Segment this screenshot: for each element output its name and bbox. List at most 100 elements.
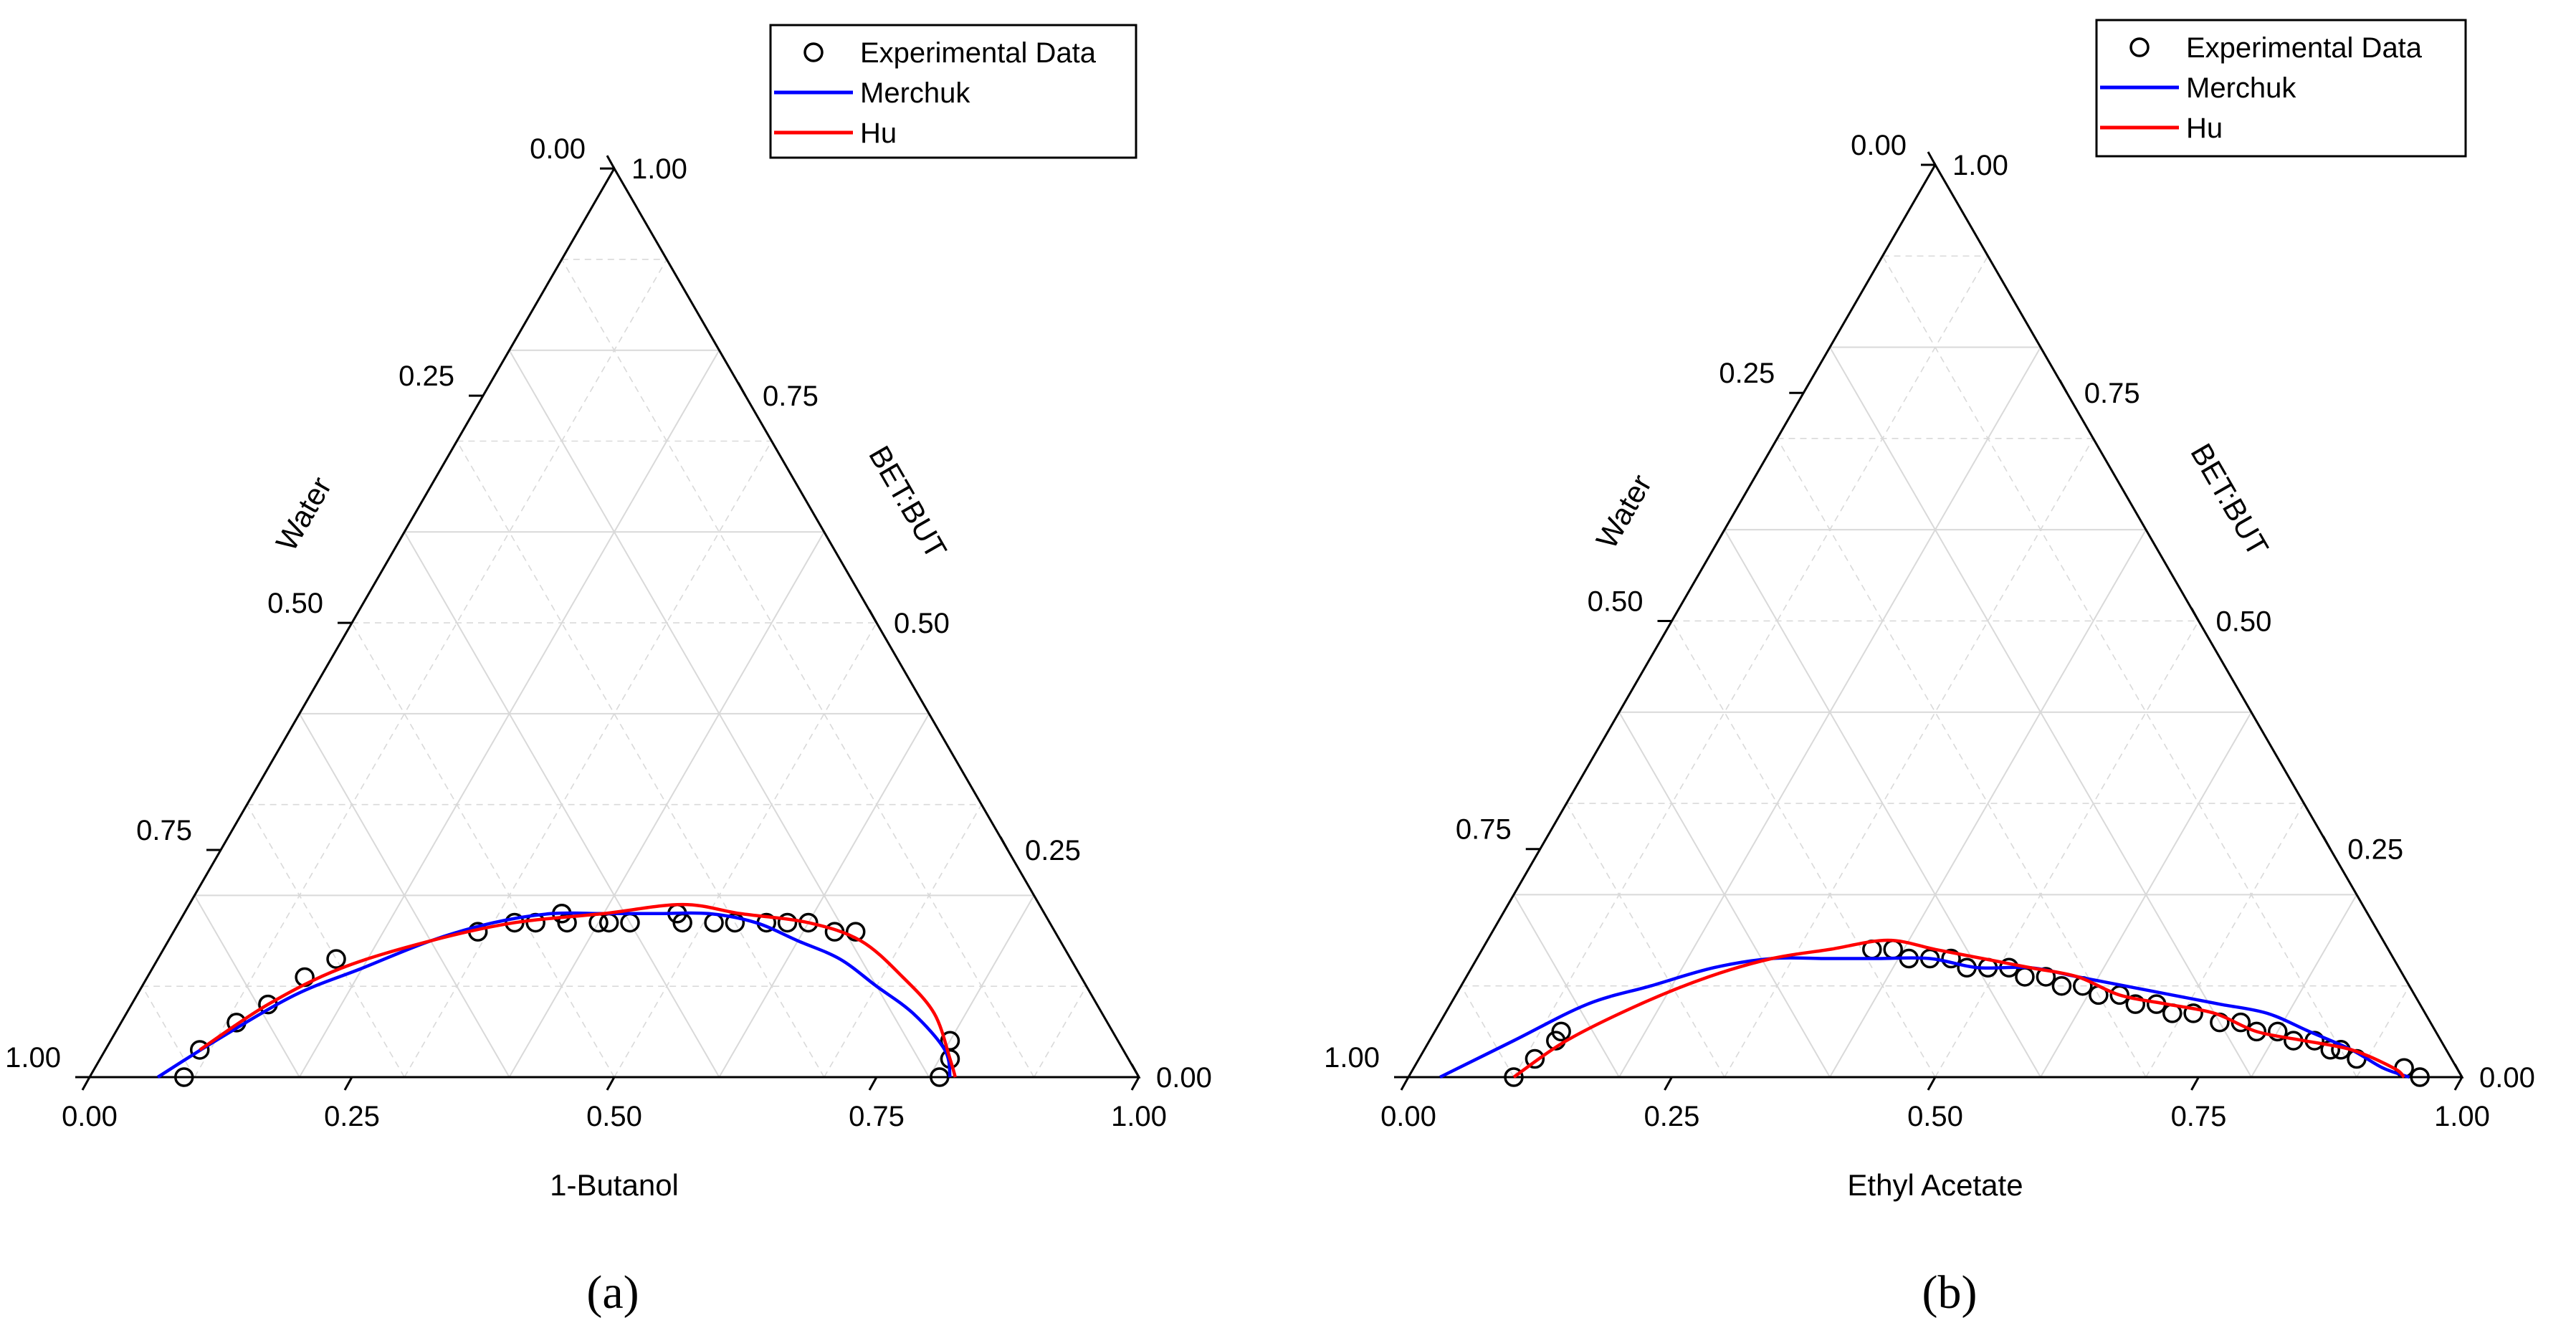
data-point (845, 922, 866, 942)
grid-line (1881, 255, 2357, 1078)
right-tick-label: 0.75 (2084, 378, 2140, 409)
data-point (1883, 940, 1903, 960)
bottom-tick-label: 0.00 (1380, 1101, 1436, 1132)
right-tick-mark (868, 609, 878, 623)
series-hu (1512, 938, 2405, 1079)
legend-circle-swatch (803, 42, 824, 62)
data-point (174, 1067, 194, 1087)
panel-label: (a) (586, 1266, 639, 1319)
grid-line (1776, 438, 2147, 1078)
data-point (2125, 994, 2146, 1014)
grid-line (404, 531, 720, 1078)
bottom-tick-label: 0.50 (586, 1101, 642, 1132)
left-axis-title: Water (1590, 469, 1659, 554)
right-tick-mark (2190, 607, 2200, 622)
left-tick-label: 1.00 (1324, 1042, 1380, 1074)
grid-line (1935, 621, 2200, 1078)
right-tick-mark (2322, 836, 2332, 850)
grid (141, 259, 1087, 1078)
legend-circle-swatch (2129, 37, 2150, 57)
triangle-frame (1406, 162, 2464, 1079)
data-point (930, 1067, 950, 1087)
bottom-tick-label: 0.75 (2171, 1101, 2227, 1132)
legend-label: Hu (2186, 113, 2223, 144)
data-point (704, 912, 724, 933)
bottom-tick-mark (81, 1076, 91, 1091)
grid-line (141, 985, 196, 1078)
bottom-tick-mark (343, 1076, 353, 1091)
legend-label: Merchuk (2186, 72, 2296, 104)
data-point (798, 912, 819, 933)
right-tick-label: 0.75 (763, 381, 819, 412)
left-tick-label: 0.50 (267, 588, 323, 619)
ticks: 0.00 0.00 0.00 0.25 0.25 0.25 0.50 0.50 0.50 0.75… (5, 133, 1212, 1132)
data-point (2268, 1021, 2288, 1042)
grid-line (246, 804, 405, 1078)
series-merchuk (156, 911, 952, 1079)
grid-line (456, 441, 825, 1078)
bottom-tick-mark (1927, 1076, 1937, 1091)
bottom-tick-label: 0.25 (324, 1101, 380, 1132)
data-point (2036, 967, 2056, 987)
left-tick-label: 0.25 (399, 360, 454, 392)
grid-line (508, 350, 930, 1078)
right-axis-title: BET:BUT (2184, 438, 2275, 562)
ternary-panel-a: 0.00 0.00 0.00 0.25 0.25 0.25 0.50 0.50 0.50 0.75… (5, 24, 1212, 1319)
grid-line (1671, 621, 1936, 1078)
grid-line (561, 259, 1035, 1078)
grid-line (1724, 529, 2041, 1078)
bottom-axis-title: Ethyl Acetate (1847, 1168, 2023, 1202)
bottom-tick-mark (2453, 1076, 2463, 1091)
series-merchuk (1439, 956, 2410, 1079)
right-tick-label: 1.00 (631, 153, 687, 185)
grid-line (1724, 438, 2094, 1078)
data-point (777, 912, 798, 933)
bottom-tick-mark (1664, 1076, 1673, 1091)
right-tick-mark (1927, 151, 1937, 166)
grid-line (1618, 712, 1831, 1078)
bottom-axis-title: 1-Butanol (550, 1168, 679, 1202)
right-tick-label: 1.00 (1952, 150, 2008, 181)
data-point (2183, 1003, 2203, 1023)
right-tick-label: 0.00 (1156, 1062, 1212, 1094)
left-tick-label: 0.25 (1719, 358, 1775, 389)
ternary-panel-b: 0.00 0.00 0.00 0.25 0.25 0.25 0.50 0.50 0.50 0.75… (1324, 19, 2535, 1319)
grid-line (1460, 985, 1514, 1078)
series-hu (199, 902, 957, 1078)
grid-line (1033, 985, 1087, 1078)
data-point (1504, 1067, 1524, 1087)
left-tick-label: 0.50 (1588, 586, 1644, 617)
legend: Experimental Data Merchuk Hu (769, 24, 1137, 159)
right-tick-label: 0.50 (894, 608, 950, 639)
right-tick-mark (2453, 1064, 2463, 1078)
grid-line (194, 259, 667, 1078)
data-point (1551, 1021, 1571, 1042)
data-point (2051, 975, 2072, 996)
legend-label: Experimental Data (860, 37, 1097, 69)
data-point (2246, 1021, 2267, 1042)
panel-label: (b) (1922, 1266, 1978, 1319)
right-tick-label: 0.25 (2347, 834, 2403, 866)
data-point (598, 912, 619, 933)
triangle-frame (87, 166, 1141, 1079)
bottom-tick-label: 0.50 (1907, 1101, 1963, 1132)
bottom-tick-mark (606, 1076, 616, 1091)
right-tick-mark (737, 382, 747, 396)
data-point (2410, 1067, 2430, 1087)
grid (1460, 255, 2410, 1078)
right-tick-label: 0.50 (2216, 606, 2272, 637)
data-point (2015, 967, 2035, 987)
left-tick-label: 0.75 (136, 815, 192, 846)
right-tick-mark (999, 836, 1009, 851)
bottom-tick-mark (1400, 1076, 1410, 1091)
left-tick-label: 0.75 (1456, 814, 1512, 846)
data-point (189, 1040, 210, 1060)
data-point (1525, 1048, 1545, 1069)
bottom-tick-label: 1.00 (1111, 1101, 1167, 1132)
bottom-tick-label: 1.00 (2434, 1101, 2490, 1132)
legend: Experimental Data Merchuk Hu (2095, 19, 2467, 158)
bottom-tick-label: 0.00 (62, 1101, 118, 1132)
ticks: 0.00 0.00 0.00 0.25 0.25 0.25 0.50 0.50 0.50 0.75… (1324, 130, 2535, 1132)
legend-label: Experimental Data (2186, 32, 2423, 64)
grid-line (1829, 347, 2252, 1078)
